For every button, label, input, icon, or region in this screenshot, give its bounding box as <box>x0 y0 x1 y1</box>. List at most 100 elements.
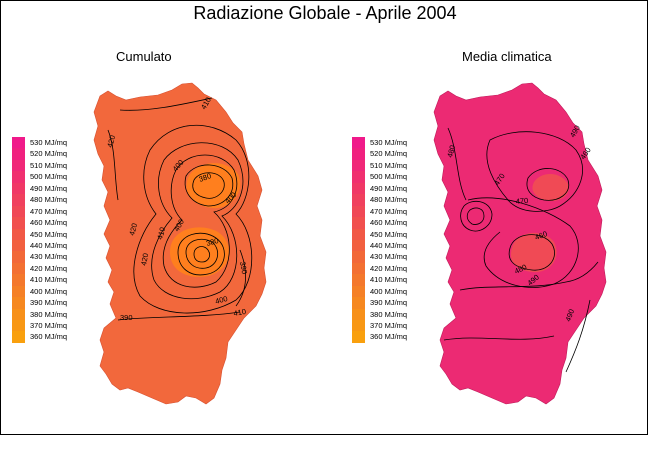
legend-swatch <box>352 285 365 298</box>
legend-label: 360 MJ/mq <box>30 332 68 342</box>
contour-label: 420 <box>105 134 117 148</box>
legend-item: 480 MJ/mq <box>12 194 102 206</box>
legend-swatch <box>12 171 25 183</box>
legend-label: 390 MJ/mq <box>30 298 68 308</box>
legend-item: 520 MJ/mq <box>352 148 442 160</box>
legend-item: 380 MJ/mq <box>352 308 442 320</box>
legend-swatch <box>352 308 365 320</box>
legend-swatch <box>12 182 25 195</box>
legend-label: 450 MJ/mq <box>370 229 408 239</box>
legend-label: 490 MJ/mq <box>30 183 68 193</box>
figure-title: Radiazione Globale - Aprile 2004 <box>193 3 457 23</box>
legend-label: 470 MJ/mq <box>370 206 408 216</box>
legend-swatch <box>352 297 365 309</box>
legend-swatch <box>12 217 25 229</box>
legend-label: 440 MJ/mq <box>30 240 68 250</box>
legend-label: 380 MJ/mq <box>370 309 408 319</box>
legend-swatch <box>12 228 25 240</box>
legend-label: 500 MJ/mq <box>30 172 68 182</box>
legend-label: 380 MJ/mq <box>30 309 68 319</box>
legend-label: 520 MJ/mq <box>370 149 408 159</box>
legend-swatch <box>12 331 25 343</box>
legend-item: 500 MJ/mq <box>352 171 442 183</box>
legend-label: 490 MJ/mq <box>370 183 408 193</box>
legend-item: 450 MJ/mq <box>12 228 102 240</box>
legend-swatch <box>352 159 365 172</box>
legend-swatch <box>12 159 25 172</box>
legend-swatch <box>352 274 365 286</box>
legend-item: 400 MJ/mq <box>352 285 442 298</box>
legend-item: 470 MJ/mq <box>12 205 102 218</box>
legend-swatch <box>352 194 365 206</box>
legend-item: 510 MJ/mq <box>352 159 442 172</box>
contour-lines-left <box>107 97 253 321</box>
legend-item: 500 MJ/mq <box>12 171 102 183</box>
legend-label: 360 MJ/mq <box>370 332 408 342</box>
legend-item: 370 MJ/mq <box>352 320 442 332</box>
legend-label: 400 MJ/mq <box>370 286 408 296</box>
legend-item: 490 MJ/mq <box>352 182 442 195</box>
legend-label: 400 MJ/mq <box>30 286 68 296</box>
legend-item: 410 MJ/mq <box>12 274 102 286</box>
legend-swatch <box>352 320 365 332</box>
legend-swatch <box>352 251 365 263</box>
legend-label: 510 MJ/mq <box>30 160 68 170</box>
legend-swatch <box>352 148 365 160</box>
legend-swatch <box>12 205 25 218</box>
legend-swatch <box>12 194 25 206</box>
contour-label: 400 <box>214 294 228 306</box>
contour-label: 390 <box>238 261 249 275</box>
legend-swatch <box>352 228 365 240</box>
legend-swatch <box>12 297 25 309</box>
contour-label: 410 <box>155 226 167 240</box>
low-radiation-area <box>510 232 557 273</box>
legend-label: 470 MJ/mq <box>30 206 68 216</box>
legend-item: 430 MJ/mq <box>12 251 102 263</box>
legend-item: 420 MJ/mq <box>12 262 102 275</box>
legend-label: 430 MJ/mq <box>30 252 68 262</box>
legend-swatch <box>12 239 25 252</box>
contour-label: 470 <box>515 196 528 206</box>
legend-item: 360 MJ/mq <box>12 331 102 343</box>
legend-swatch <box>352 331 365 343</box>
legend-label: 410 MJ/mq <box>370 275 408 285</box>
legend-item: 460 MJ/mq <box>352 217 442 229</box>
legend-label: 410 MJ/mq <box>30 275 68 285</box>
legend-label: 530 MJ/mq <box>30 138 68 147</box>
legend-label: 440 MJ/mq <box>370 240 408 250</box>
legend-label: 390 MJ/mq <box>370 298 408 308</box>
legend-item: 480 MJ/mq <box>352 194 442 206</box>
legend-swatch <box>12 308 25 320</box>
legend-swatch <box>352 171 365 183</box>
contour-label: 480 <box>445 144 457 158</box>
legend-swatch <box>12 274 25 286</box>
legend-swatch <box>12 251 25 263</box>
contour-label: 420 <box>139 252 150 266</box>
contour-label: 380 <box>198 171 213 184</box>
contour-label: 410 <box>233 307 247 318</box>
legend-item: 380 MJ/mq <box>12 308 102 320</box>
legend-label: 500 MJ/mq <box>370 172 408 182</box>
legend-swatch <box>352 205 365 218</box>
legend-item: 470 MJ/mq <box>352 205 442 218</box>
legend-label: 420 MJ/mq <box>370 263 408 273</box>
contour-label: 420 <box>127 222 139 236</box>
map-title-cumulato: Cumulato <box>116 49 172 64</box>
legend-item: 430 MJ/mq <box>352 251 442 263</box>
legend-label: 510 MJ/mq <box>370 160 408 170</box>
legend-item: 490 MJ/mq <box>12 182 102 195</box>
legend-item: 530 MJ/mq <box>12 137 102 149</box>
low-radiation-area <box>532 173 569 202</box>
legend-label: 520 MJ/mq <box>30 149 68 159</box>
legend-label: 460 MJ/mq <box>370 218 408 228</box>
legend-item: 360 MJ/mq <box>352 331 442 343</box>
legend-swatch <box>352 239 365 252</box>
legend-swatch <box>352 262 365 275</box>
legend-item: 390 MJ/mq <box>352 297 442 309</box>
legend-swatch <box>12 285 25 298</box>
map-media-climatica: 480 490 460 470 470 460 480 490 490 <box>433 82 607 405</box>
legend-swatch <box>12 262 25 275</box>
legend-item: 410 MJ/mq <box>352 274 442 286</box>
legend-item: 440 MJ/mq <box>12 239 102 252</box>
